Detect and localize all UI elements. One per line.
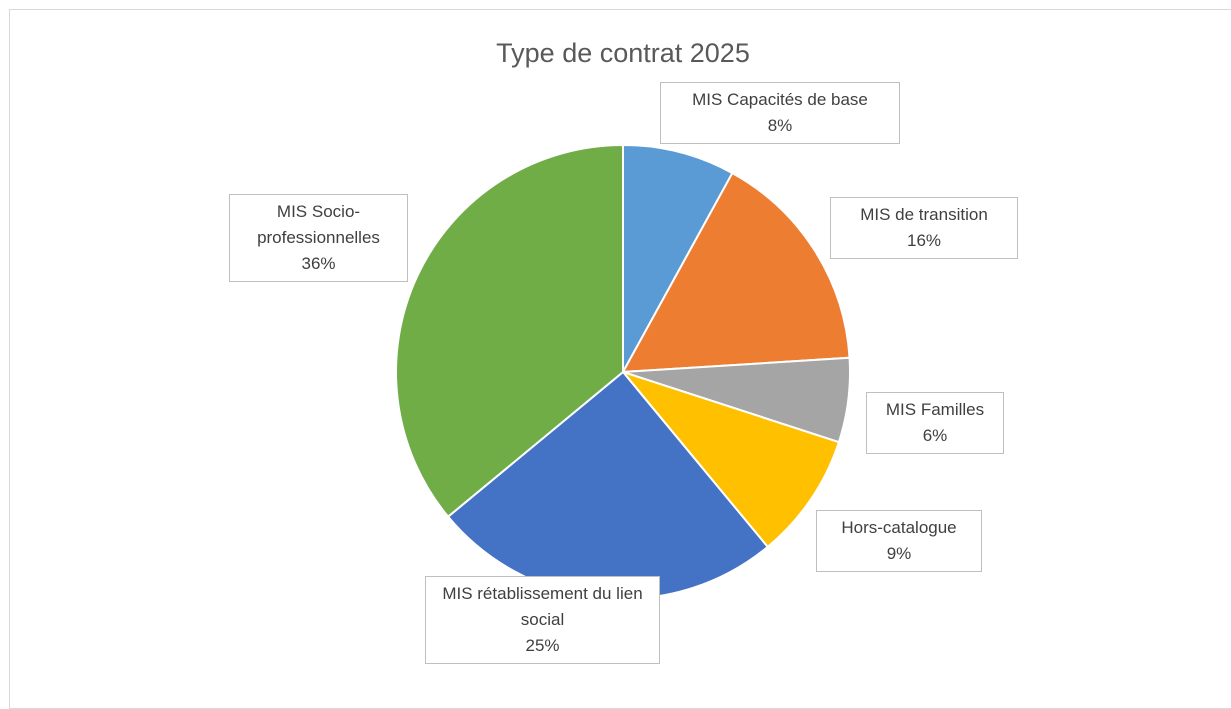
data-label: MIS rétablissement du lien social 25% — [425, 576, 660, 664]
chart: Type de contrat 2025 — [395, 38, 851, 600]
label-value: 25% — [525, 636, 560, 655]
label-value: 36% — [301, 254, 336, 273]
data-label: MIS de transition 16% — [830, 197, 1018, 259]
label-category: Hors-catalogue — [841, 518, 957, 537]
label-value: 8% — [767, 116, 793, 135]
page: Type de contrat 2025 {"chart_data": {"ty… — [9, 9, 1231, 709]
label-value: 9% — [886, 544, 912, 563]
data-label: MIS Capacités de base 8% — [660, 82, 900, 144]
label-value: 16% — [906, 231, 942, 250]
label-category: MIS Familles — [885, 400, 985, 419]
label-category: MIS de transition — [860, 205, 988, 224]
data-label: MIS Familles 6% — [866, 392, 1004, 454]
label-value: 6% — [922, 426, 948, 445]
label-category: MIS Socio-professionnelles — [257, 202, 380, 247]
data-label: Hors-catalogue 9% — [816, 510, 982, 572]
pie-slice — [622, 143, 734, 373]
pie-slice — [395, 143, 624, 519]
pie-slice — [621, 171, 851, 374]
label-category: MIS Capacités de base — [692, 90, 868, 109]
label-category: MIS rétablissement du lien social — [442, 584, 643, 629]
pie-slice — [620, 369, 841, 549]
data-label: MIS Socio-professionnelles 36% — [229, 194, 408, 282]
chart-title: Type de contrat 2025 — [496, 38, 750, 68]
